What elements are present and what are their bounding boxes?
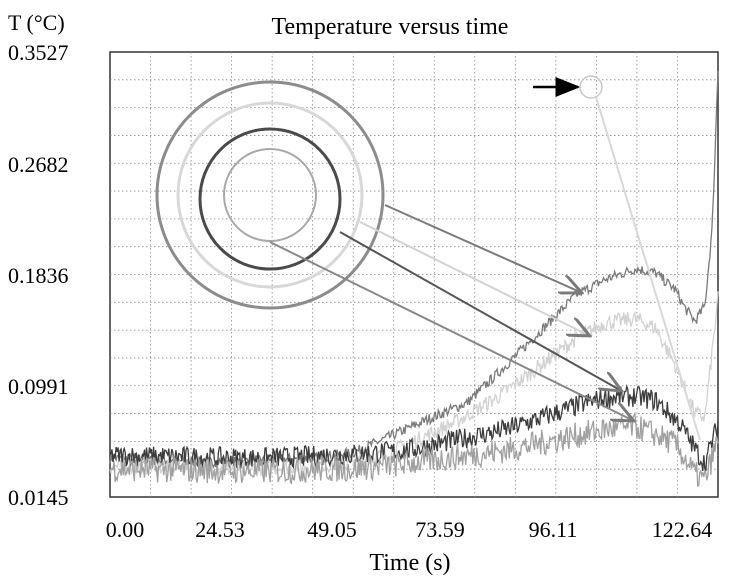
circle-outer [155, 80, 385, 310]
y-tick-label: 0.3527 [8, 40, 69, 65]
arrow-third [339, 231, 620, 390]
x-tick-label: 24.53 [195, 517, 245, 542]
x-tick-labels: 0.00 24.53 49.05 73.59 96.11 122.64 [106, 517, 713, 542]
x-tick-label: 122.64 [652, 517, 713, 542]
y-tick-label: 0.2682 [8, 152, 69, 177]
circle-inner [223, 148, 317, 242]
series-line [109, 383, 719, 472]
x-tick-label: 0.00 [106, 517, 145, 542]
circle-third [198, 127, 342, 271]
series-line [109, 70, 719, 469]
y-tick-labels: 0.3527 0.2682 0.1836 0.0991 0.0145 [8, 40, 69, 510]
data-series [109, 70, 719, 488]
y-tick-label: 0.0145 [8, 485, 69, 510]
x-axis-label: Time (s) [369, 550, 450, 576]
x-tick-label: 96.11 [529, 517, 578, 542]
arrow-second [359, 221, 588, 335]
small-circle-line [595, 96, 701, 441]
arrow-outer [384, 204, 580, 292]
small-circle [579, 75, 603, 99]
x-tick-label: 73.59 [415, 517, 465, 542]
arrow-inner [269, 241, 632, 420]
circle-second [176, 101, 364, 289]
inset-circles [155, 75, 701, 441]
y-tick-label: 0.0991 [8, 374, 69, 399]
y-tick-label: 0.1836 [8, 263, 69, 288]
chart-title: Temperature versus time [272, 14, 509, 40]
series-line [109, 411, 719, 488]
x-tick-label: 49.05 [307, 517, 357, 542]
y-axis-label: T (°C) [8, 10, 65, 35]
